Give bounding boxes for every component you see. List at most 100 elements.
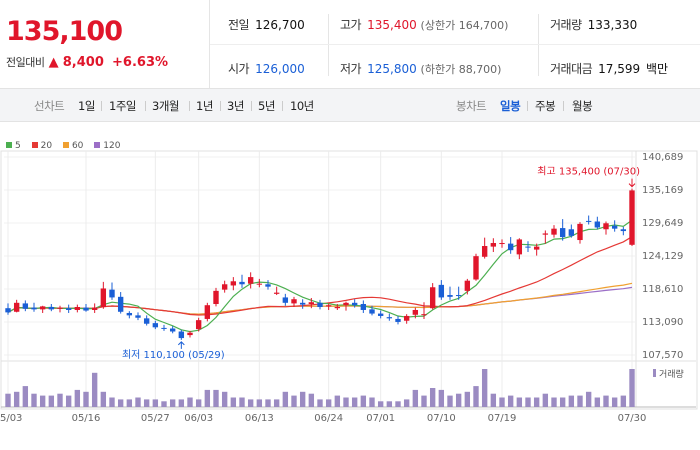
period-1w[interactable]: 1주일: [109, 99, 136, 113]
candle: [369, 309, 375, 314]
volume-bar: [57, 393, 63, 407]
volume-bar: [39, 395, 46, 407]
candle: [126, 312, 133, 316]
upper-limit: (상한가 164,700): [420, 19, 509, 32]
volume-bar: [377, 401, 384, 407]
volume-bar: [239, 397, 245, 407]
volume-bar: [421, 395, 427, 407]
volume-bar: [135, 397, 141, 407]
turnover-value: 17,599: [598, 62, 641, 76]
divider: [563, 101, 564, 111]
candle: [5, 308, 11, 313]
divider: [527, 101, 528, 111]
candle: [135, 315, 141, 318]
high-cell: 고가 135,400 (상한가 164,700): [340, 16, 508, 33]
period-daily[interactable]: 일봉: [500, 99, 521, 113]
candle: [429, 287, 436, 309]
period-10y[interactable]: 10년: [290, 99, 314, 113]
volume-bar: [551, 397, 557, 407]
legend-item-ma20: 20: [31, 141, 52, 151]
volume-bar: [516, 397, 523, 407]
candle: [230, 281, 237, 286]
candle: [204, 305, 211, 319]
candle: [603, 223, 609, 230]
legend-item-ma5: 5: [6, 141, 21, 151]
candle: [403, 315, 410, 321]
volume-bar: [542, 393, 549, 407]
line-chart-label: 선차트: [34, 99, 65, 113]
candle: [247, 277, 254, 284]
candle: [13, 302, 20, 312]
current-price: 135,100: [6, 16, 123, 47]
candle: [334, 306, 341, 309]
y-tick-label: 129,649: [642, 218, 683, 229]
candle: [611, 225, 618, 229]
prev-close-cell: 전일 126,700: [228, 16, 305, 33]
ma5-line: [7, 219, 633, 333]
period-1y[interactable]: 1년: [196, 99, 213, 113]
volume-bar: [412, 389, 419, 407]
price-change: 전일대비 ▲ 8,400 +6.63%: [6, 54, 168, 70]
candle: [74, 306, 81, 310]
divider: [282, 101, 283, 111]
ma120-swatch: [94, 142, 101, 148]
volume-bar: [282, 391, 289, 407]
candle: [109, 289, 115, 298]
divider: [145, 101, 146, 111]
volume-bar: [230, 397, 237, 407]
change-label: 전일대비: [6, 56, 45, 69]
y-tick-label: 107,570: [642, 350, 683, 361]
x-tick-label: 06/13: [245, 413, 274, 424]
candle: [83, 307, 89, 311]
low-arrow-icon: [177, 341, 185, 349]
change-value: 8,400: [62, 55, 104, 70]
candle: [317, 302, 323, 307]
volume-bar: [594, 397, 601, 407]
volume-bar: [577, 395, 583, 407]
candle: [299, 302, 306, 305]
candle: [308, 302, 315, 305]
volume-bar: [83, 391, 89, 407]
low-cell: 저가 125,800 (하한가 88,700): [340, 60, 501, 77]
x-tick-label: 07/10: [427, 413, 456, 424]
candle: [594, 221, 601, 228]
low-label: 저가: [340, 62, 362, 76]
candle: [143, 318, 150, 324]
volume-bar: [559, 397, 566, 407]
volume-bar: [351, 397, 358, 407]
y-tick-label: 124,129: [642, 251, 683, 262]
candle: [48, 306, 55, 310]
period-1d[interactable]: 1일: [78, 99, 95, 113]
x-tick-label: 05/16: [72, 413, 101, 424]
candle: [507, 243, 514, 251]
turnover-unit: 백만: [646, 62, 669, 76]
legend-label-ma60: 60: [71, 141, 84, 151]
volume-bar: [74, 389, 81, 407]
volume-bar: [325, 399, 332, 407]
volume-bar: [91, 372, 98, 407]
volume-bar: [265, 399, 271, 407]
candle-chart-label: 봉차트: [456, 99, 487, 113]
period-3m[interactable]: 3개월: [152, 99, 179, 113]
prev-close-value: 126,700: [255, 18, 305, 32]
volume-bar: [152, 399, 159, 407]
volume-bar: [117, 399, 124, 407]
period-weekly[interactable]: 주봉: [535, 99, 556, 113]
volume-bar: [473, 386, 479, 407]
candle: [395, 318, 401, 322]
up-arrow-icon: ▲: [48, 55, 59, 70]
legend-label-ma120: 120: [103, 141, 121, 151]
volume-legend-label: 거래량: [659, 368, 684, 380]
volume-bar: [273, 399, 280, 407]
period-5y[interactable]: 5년: [258, 99, 275, 113]
x-tick-label: 07/30: [618, 413, 647, 424]
period-3y[interactable]: 3년: [227, 99, 244, 113]
volume-bar: [178, 399, 185, 407]
candle: [473, 256, 479, 280]
volume-bar: [611, 397, 618, 407]
period-monthly[interactable]: 월봉: [572, 99, 593, 113]
x-tick-label: 07/19: [488, 413, 517, 424]
lower-limit: (하한가 88,700): [420, 63, 502, 76]
divider: [210, 44, 700, 45]
prev-close-label: 전일: [228, 18, 250, 32]
